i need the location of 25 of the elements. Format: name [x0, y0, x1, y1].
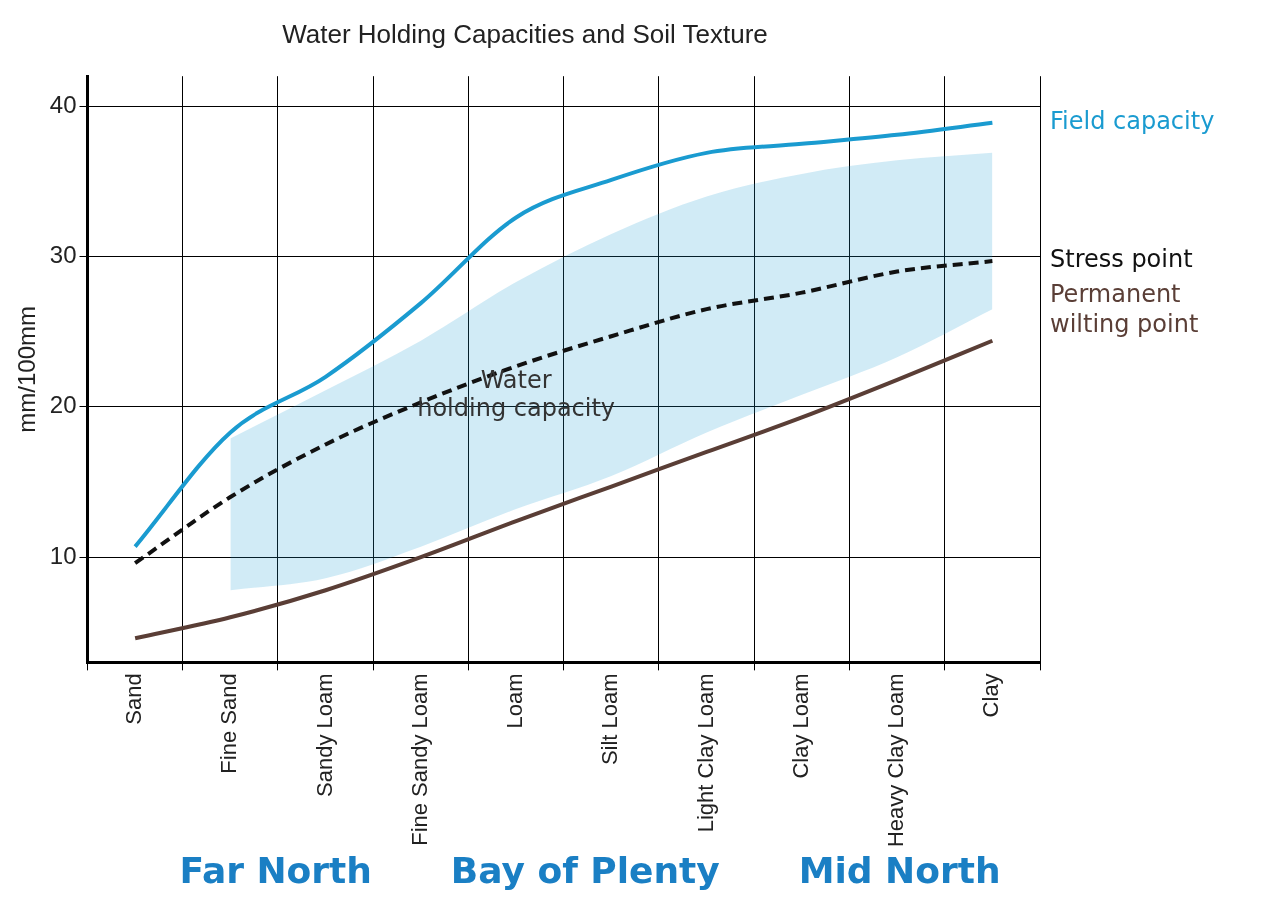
x-tick-label: Light Clay Loam — [692, 673, 718, 833]
text: Permanent wilting point — [1050, 279, 1199, 338]
x-tick-label: Silt Loam — [597, 673, 623, 766]
text: Far North — [179, 850, 372, 891]
line-series — [133, 338, 995, 641]
text: Stress point — [1050, 245, 1193, 274]
x-tick-label: Heavy Clay Loam — [883, 673, 909, 848]
x-tick-label: Sandy Loam — [311, 673, 337, 797]
x-tick-label: Fine Sandy Loam — [406, 673, 432, 846]
x-tick-label: Clay — [978, 673, 1004, 718]
text: Mid North — [798, 850, 1001, 891]
y-tick-label: 10 — [49, 541, 77, 569]
y-tick-label: 40 — [49, 90, 77, 118]
x-tick-label: Sand — [121, 673, 147, 725]
y-tick-label: 20 — [49, 391, 77, 419]
line-series — [133, 120, 995, 549]
x-tick-label: Loam — [502, 673, 528, 729]
y-tick-label: 30 — [49, 241, 77, 269]
line-series — [133, 259, 995, 566]
x-tick-label: Clay Loam — [787, 673, 813, 779]
chart-title: Water Holding Capacities and Soil Texture — [282, 18, 768, 49]
x-tick-label: Fine Sand — [216, 673, 242, 774]
y-axis-title: mm/100mm — [13, 305, 41, 433]
text: Field capacity — [1050, 107, 1215, 136]
text: Bay of Plenty — [450, 850, 720, 891]
